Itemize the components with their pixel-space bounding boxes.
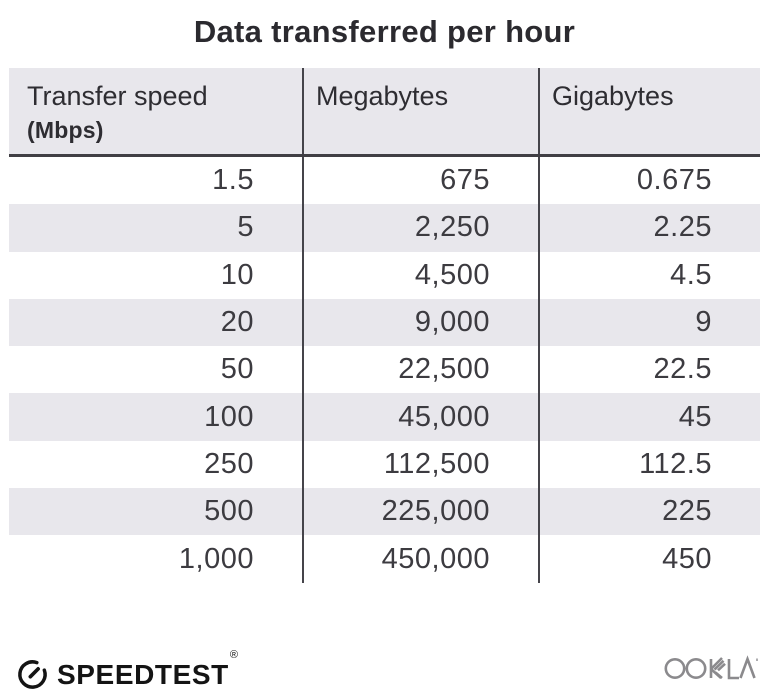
table-row: 100 45,000 45 [9,393,760,441]
cell-megabytes: 112,500 [304,440,540,489]
cell-transfer-speed: 100 [9,393,304,441]
cell-megabytes: 4,500 [304,251,540,299]
speedtest-gauge-icon [16,658,49,691]
table-row: 1.5 675 0.675 [9,157,760,205]
cell-transfer-speed: 5 [9,204,304,252]
table-row: 20 9,000 9 [9,298,760,347]
cell-transfer-speed: 250 [9,440,304,489]
table-row: 500 225,000 225 [9,488,760,536]
header-megabytes-label: Megabytes [316,81,449,111]
header-megabytes: Megabytes [304,68,540,154]
data-table: Transfer speed (Mbps) Megabytes Gigabyte… [9,68,760,583]
cell-megabytes: 2,250 [304,204,540,252]
header-transfer-speed-label: Transfer speed [27,81,208,111]
cell-gigabytes: 0.675 [636,164,712,197]
ookla-wordmark-icon [664,655,758,680]
cell-megabytes: 22,500 [304,346,540,394]
cell-megabytes: 450,000 [304,535,540,583]
table-row: 50 22,500 22.5 [9,346,760,394]
speedtest-wordmark: SPEEDTEST® [57,648,239,690]
header-transfer-speed: Transfer speed (Mbps) [9,68,304,154]
cell-gigabytes: 450 [662,542,712,575]
cell-gigabytes: 225 [540,488,760,536]
table-row: 1,000 450,000 450 [9,535,760,583]
cell-transfer-speed: 500 [9,488,304,536]
page-title: Data transferred per hour [193,14,576,49]
table-row: 5 2,250 2.25 [9,204,760,252]
cell-megabytes: 45,000 [304,393,540,441]
cell-gigabytes: 45 [540,393,760,441]
cell-gigabytes: 9 [540,298,760,347]
cell-transfer-speed: 50 [9,346,304,394]
header-gigabytes-label: Gigabytes [552,81,674,111]
cell-transfer-speed: 10 [9,251,304,299]
table-header-row: Transfer speed (Mbps) Megabytes Gigabyte… [9,68,760,157]
cell-transfer-speed: 20 [9,298,304,347]
footer: SPEEDTEST® [0,648,769,698]
cell-gigabytes: 112.5 [639,447,712,480]
ookla-logo [664,651,758,690]
header-gigabytes: Gigabytes [540,68,760,154]
speedtest-logo: SPEEDTEST® [16,648,239,691]
cell-megabytes: 675 [304,157,540,205]
header-mbps-unit: (Mbps) [27,117,104,143]
cell-megabytes: 225,000 [304,488,540,536]
cell-transfer-speed: 1,000 [9,535,304,583]
cell-megabytes: 9,000 [304,298,540,347]
table-row: 10 4,500 4.5 [9,251,760,299]
registered-trademark-symbol: ® [229,648,239,661]
cell-transfer-speed: 1.5 [9,157,304,205]
cell-gigabytes: 2.25 [540,204,760,252]
cell-gigabytes: 4.5 [670,258,712,291]
cell-gigabytes: 22.5 [653,353,712,386]
table-row: 250 112,500 112.5 [9,440,760,489]
table-body: 1.5 675 0.675 5 2,250 2.25 10 4,500 4.5 … [9,157,760,583]
